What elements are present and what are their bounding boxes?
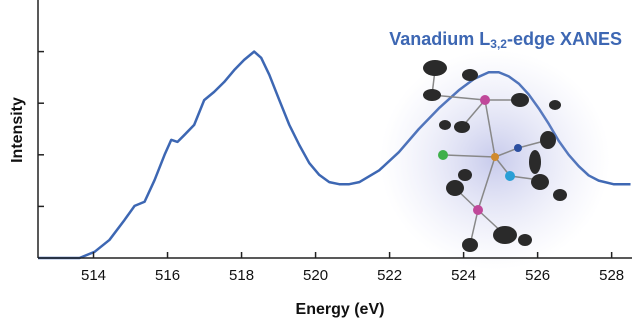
x-tick-label: 528 [599, 267, 624, 284]
x-tick-label: 526 [525, 267, 550, 284]
x-tick-label: 518 [229, 267, 254, 284]
title-suffix: -edge XANES [507, 29, 622, 49]
x-tick-label: 514 [81, 267, 106, 284]
x-tick-label: 520 [303, 267, 328, 284]
x-axis-title: Energy (eV) [296, 301, 385, 318]
molecule-illustration [380, 50, 610, 270]
y-axis-title: Intensity [9, 97, 26, 163]
x-tick-label: 524 [451, 267, 476, 284]
title-subscript: 3,2 [490, 37, 507, 51]
chart-title: Vanadium L3,2-edge XANES [389, 29, 622, 51]
title-text: Vanadium L [389, 29, 490, 49]
x-tick-label: 522 [377, 267, 402, 284]
chart: Vanadium L3,2-edge XANES Energy (eV) Int… [0, 0, 633, 322]
page: {"chart_data": {"type": "line", "title":… [0, 0, 633, 322]
x-tick-label: 516 [155, 267, 180, 284]
